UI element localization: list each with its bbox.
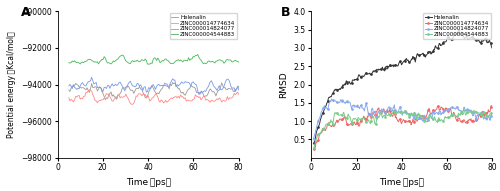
- ZINC000014824077: [196, 93, 202, 96]
- ZINC000004544883: [417, 116, 423, 118]
- Text: A: A: [21, 6, 31, 19]
- ZINC000004544883: [208, 60, 214, 63]
- Line: ZINC000004544883: ZINC000004544883: [312, 108, 494, 150]
- Helenalin: [102, 99, 108, 101]
- Helenalin: [170, 81, 175, 84]
- ZINC000004544883: [66, 62, 72, 64]
- Helenalin: [490, 47, 496, 50]
- ZINC000014824077: [123, 87, 129, 90]
- Helenalin: [186, 88, 192, 90]
- Y-axis label: RMSD: RMSD: [279, 71, 288, 98]
- ZINC000004544883: [194, 53, 200, 56]
- ZINC000014774634: [310, 148, 316, 151]
- ZINC000014824077: [311, 136, 317, 138]
- Legend: Helenalin, ZINC000014774634, ZINC000014824077, ZINC000004544883: Helenalin, ZINC000014774634, ZINC0000148…: [170, 13, 237, 39]
- Y-axis label: Potential energy （Kcal/mol）: Potential energy （Kcal/mol）: [6, 31, 16, 138]
- Helenalin: [163, 84, 169, 87]
- ZINC000014824077: [310, 138, 316, 140]
- Line: ZINC000004544883: ZINC000004544883: [69, 54, 239, 64]
- ZINC000004544883: [122, 57, 128, 60]
- ZINC000014774634: [311, 148, 317, 150]
- ZINC000014774634: [123, 93, 129, 95]
- ZINC000014824077: [420, 115, 426, 117]
- ZINC000004544883: [474, 111, 480, 113]
- Line: Helenalin: Helenalin: [312, 29, 494, 145]
- Helenalin: [134, 87, 140, 90]
- Text: B: B: [280, 6, 290, 19]
- Line: ZINC000014774634: ZINC000014774634: [69, 90, 239, 104]
- ZINC000014774634: [130, 103, 136, 106]
- Helenalin: [417, 54, 423, 56]
- ZINC000014774634: [236, 93, 242, 96]
- ZINC000014824077: [66, 85, 72, 87]
- ZINC000014824077: [163, 83, 169, 85]
- ZINC000014774634: [420, 115, 426, 117]
- ZINC000014774634: [462, 119, 468, 121]
- X-axis label: Time （ps）: Time （ps）: [126, 178, 170, 187]
- ZINC000004544883: [462, 112, 468, 114]
- ZINC000014774634: [157, 101, 163, 103]
- Helenalin: [462, 37, 468, 39]
- ZINC000004544883: [133, 60, 139, 62]
- ZINC000004544883: [163, 58, 169, 60]
- ZINC000004544883: [310, 147, 316, 149]
- ZINC000014824077: [236, 89, 242, 91]
- Helenalin: [123, 86, 129, 88]
- Helenalin: [456, 29, 462, 31]
- Helenalin: [208, 89, 214, 91]
- Helenalin: [416, 55, 422, 57]
- ZINC000014824077: [474, 118, 480, 120]
- ZINC000014824077: [156, 83, 162, 86]
- Line: Helenalin: Helenalin: [69, 83, 239, 100]
- ZINC000004544883: [236, 61, 242, 63]
- ZINC000014824077: [417, 115, 423, 118]
- ZINC000014824077: [208, 79, 214, 82]
- ZINC000004544883: [420, 117, 426, 119]
- ZINC000014774634: [86, 88, 92, 91]
- Line: ZINC000014824077: ZINC000014824077: [69, 77, 239, 94]
- ZINC000014824077: [328, 98, 334, 100]
- ZINC000004544883: [416, 113, 422, 115]
- ZINC000014824077: [418, 117, 424, 119]
- ZINC000014774634: [490, 106, 496, 109]
- ZINC000014774634: [472, 117, 478, 119]
- ZINC000014824077: [134, 82, 140, 84]
- ZINC000014824077: [184, 81, 190, 83]
- ZINC000014824077: [462, 108, 468, 110]
- Line: ZINC000014774634: ZINC000014774634: [312, 104, 494, 151]
- ZINC000004544883: [490, 116, 496, 118]
- ZINC000014774634: [208, 99, 214, 101]
- Line: ZINC000014824077: ZINC000014824077: [312, 98, 494, 140]
- Helenalin: [420, 52, 426, 54]
- ZINC000004544883: [461, 108, 467, 110]
- ZINC000014774634: [488, 104, 494, 107]
- X-axis label: Time （ps）: Time （ps）: [380, 178, 424, 187]
- ZINC000004544883: [156, 59, 162, 61]
- ZINC000014774634: [417, 116, 423, 118]
- ZINC000014774634: [164, 101, 170, 103]
- Helenalin: [156, 93, 162, 95]
- Helenalin: [236, 85, 242, 87]
- ZINC000014774634: [186, 99, 192, 102]
- ZINC000014824077: [490, 111, 496, 114]
- Helenalin: [66, 89, 72, 91]
- ZINC000004544883: [311, 146, 317, 148]
- Legend: Helenalin, ZINC000014774634, ZINC000014824077, ZINC000004544883: Helenalin, ZINC000014774634, ZINC0000148…: [424, 13, 491, 39]
- ZINC000014774634: [136, 93, 141, 95]
- Helenalin: [311, 142, 317, 144]
- Helenalin: [310, 142, 316, 145]
- ZINC000014774634: [66, 97, 72, 99]
- ZINC000014774634: [416, 117, 422, 119]
- ZINC000004544883: [147, 63, 153, 65]
- ZINC000014824077: [88, 76, 94, 78]
- ZINC000004544883: [184, 60, 190, 62]
- Helenalin: [474, 39, 480, 41]
